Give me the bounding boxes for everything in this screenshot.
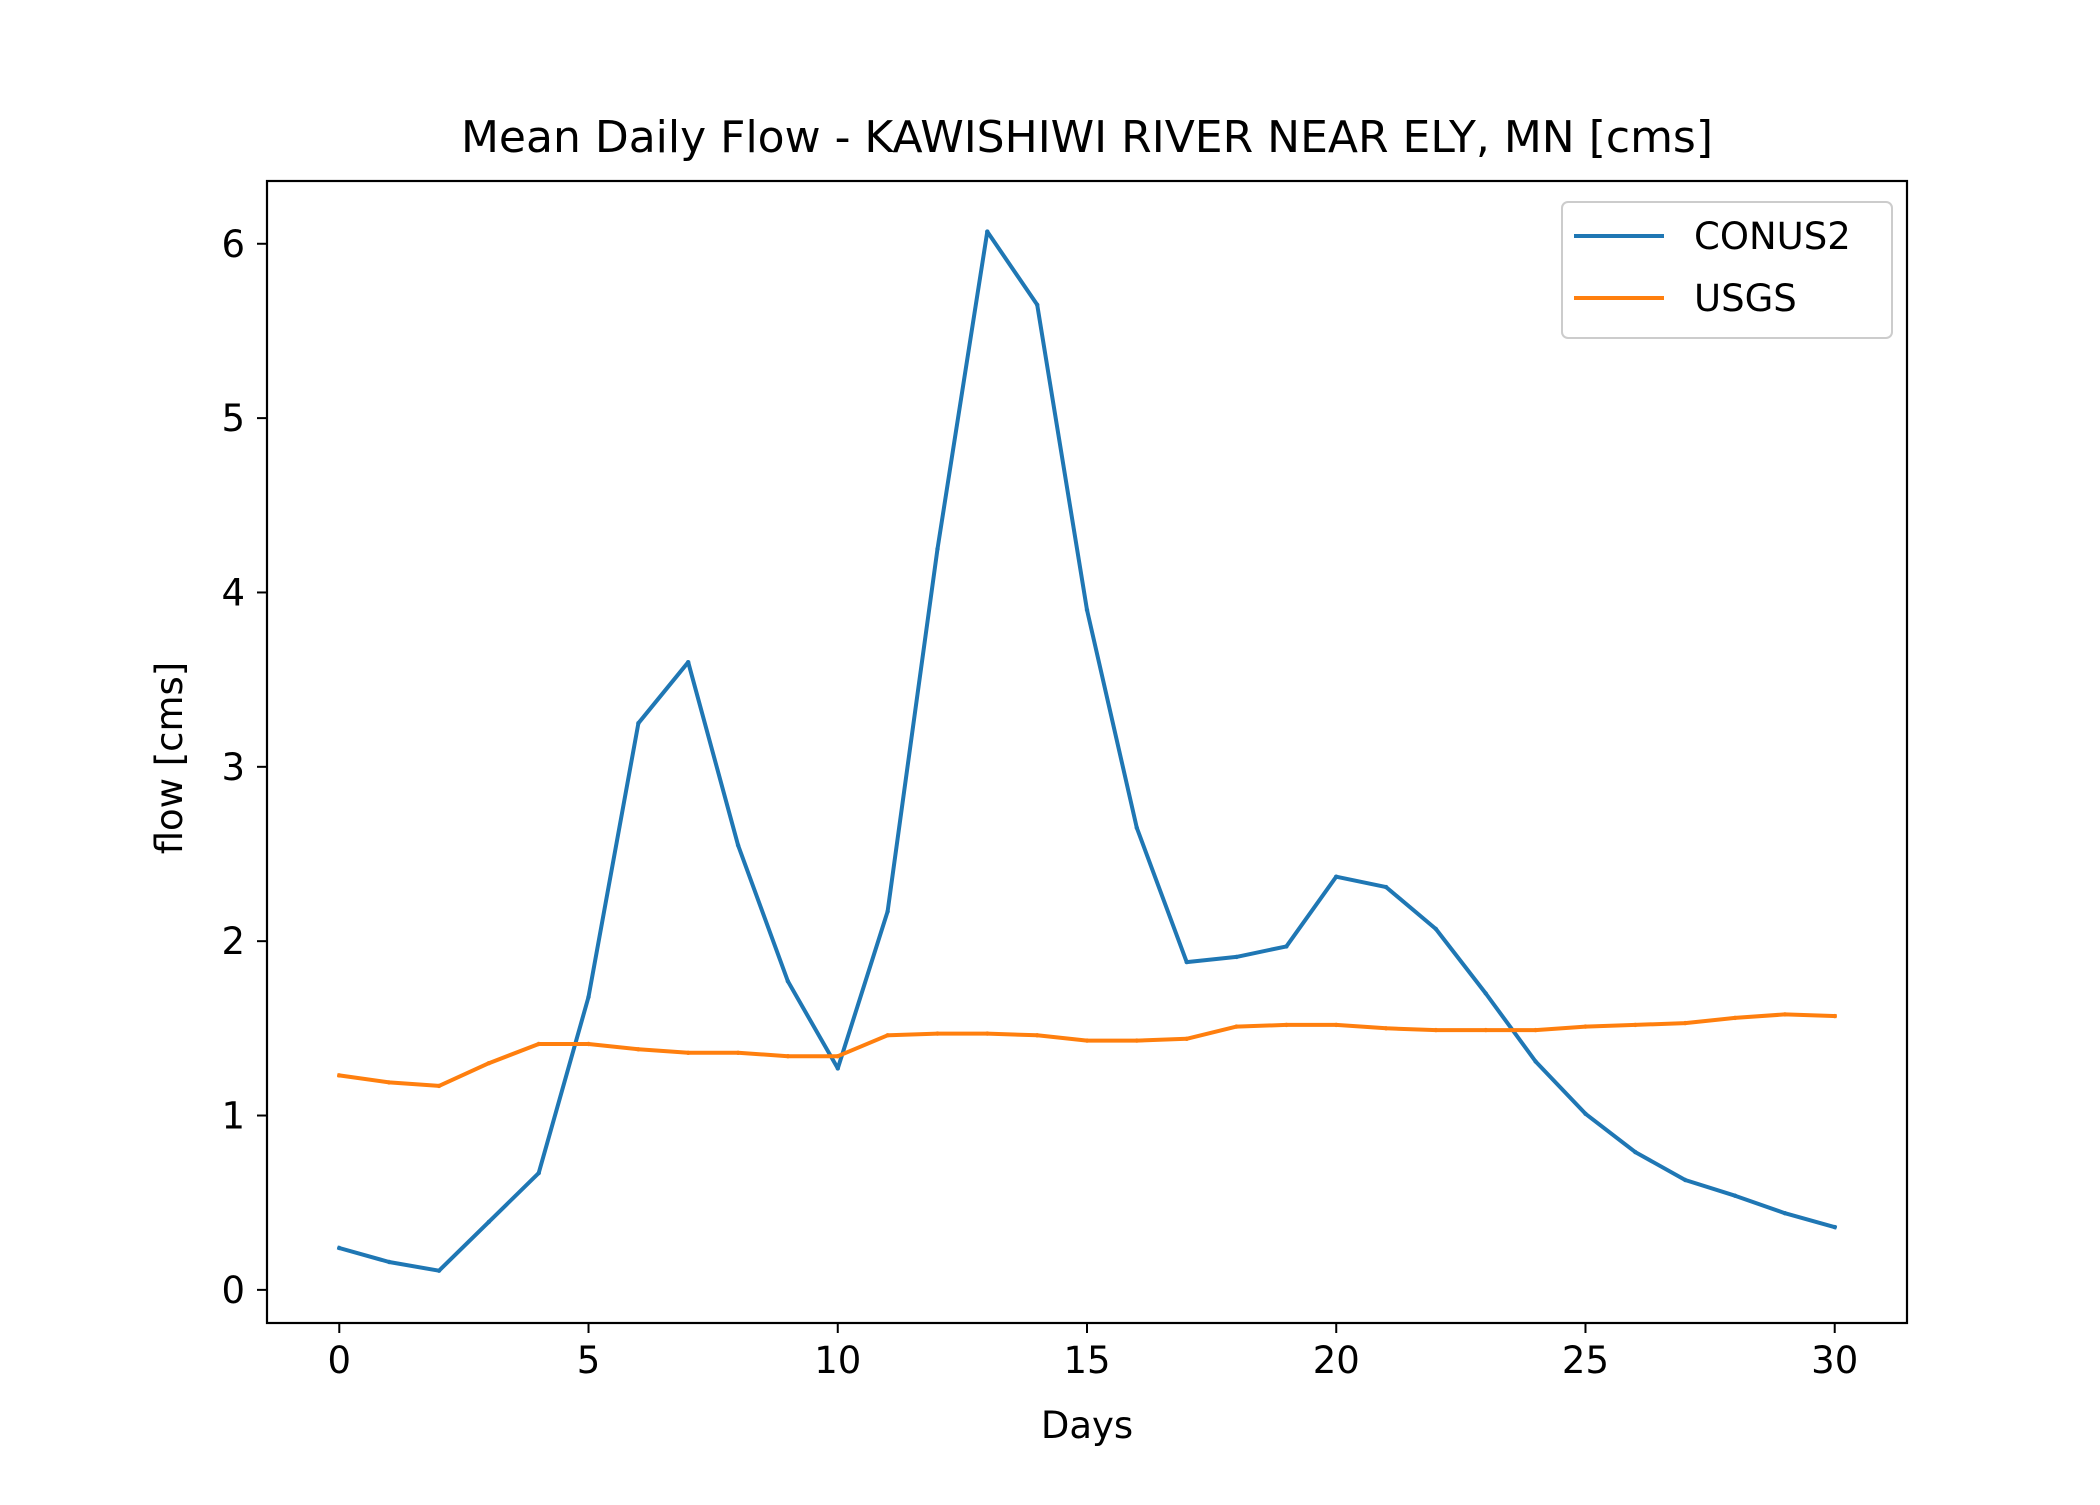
y-axis-label: flow [cms]: [148, 662, 191, 855]
data-point-usgs: [1732, 1015, 1738, 1021]
data-point-usgs: [1433, 1027, 1439, 1033]
data-point-usgs: [785, 1054, 791, 1059]
data-point-conus2: [835, 1066, 840, 1071]
data-point-usgs: [1084, 1038, 1090, 1043]
data-point-conus2: [1583, 1111, 1588, 1117]
data-point-conus2: [885, 909, 890, 914]
data-point-conus2: [1533, 1059, 1538, 1064]
y-tick-label: 2: [221, 920, 245, 963]
data-point-conus2: [337, 1245, 342, 1251]
data-point-usgs: [1383, 1026, 1389, 1031]
data-point-usgs: [536, 1041, 541, 1047]
data-point-usgs: [735, 1050, 741, 1056]
data-point-conus2: [1134, 825, 1140, 830]
data-point-conus2: [586, 994, 591, 1000]
data-point-usgs: [835, 1054, 840, 1059]
data-point-usgs: [1035, 1033, 1040, 1038]
x-tick-label: 0: [328, 1339, 352, 1382]
y-tick-label: 4: [221, 571, 245, 614]
y-tick-label: 5: [221, 397, 245, 440]
data-point-usgs: [1184, 1036, 1189, 1042]
legend: CONUS2 USGS: [1561, 201, 1893, 339]
legend-label-usgs: USGS: [1694, 277, 1797, 320]
data-point-usgs: [436, 1083, 442, 1089]
data-point-usgs: [1483, 1027, 1489, 1033]
data-point-conus2: [386, 1259, 392, 1265]
y-tick-label: 0: [221, 1269, 245, 1312]
data-point-conus2: [985, 229, 990, 234]
y-tick-label: 1: [221, 1095, 245, 1138]
data-point-conus2: [1832, 1224, 1837, 1230]
data-point-conus2: [1084, 607, 1090, 613]
data-point-conus2: [1284, 944, 1289, 949]
legend-label-conus2: CONUS2: [1694, 215, 1851, 258]
data-point-usgs: [1533, 1027, 1538, 1033]
data-point-usgs: [935, 1031, 940, 1036]
data-point-conus2: [636, 721, 641, 726]
data-point-conus2: [1782, 1211, 1788, 1216]
y-tick-label: 3: [221, 746, 245, 789]
data-point-conus2: [486, 1219, 491, 1225]
data-point-conus2: [1633, 1149, 1638, 1155]
axis-ticks: 0 5 10 15 20 25 30 0 1 2 3 4 5 6: [221, 223, 1858, 1382]
data-point-conus2: [735, 843, 741, 848]
x-tick-label: 5: [577, 1339, 601, 1382]
series-lines: [336, 229, 1838, 1273]
data-point-conus2: [1334, 874, 1339, 879]
data-point-usgs: [1633, 1022, 1638, 1028]
data-point-conus2: [1383, 884, 1389, 890]
x-axis-label: Days: [1041, 1404, 1133, 1447]
data-point-usgs: [1782, 1012, 1788, 1017]
data-point-conus2: [935, 546, 940, 552]
data-point-conus2: [1483, 991, 1489, 996]
y-tick-label: 6: [221, 223, 245, 266]
data-point-usgs: [885, 1033, 890, 1038]
data-point-conus2: [1683, 1177, 1688, 1183]
data-point-usgs: [1234, 1024, 1239, 1029]
data-point-conus2: [785, 979, 791, 984]
data-point-usgs: [686, 1050, 691, 1056]
x-tick-label: 15: [1063, 1339, 1110, 1382]
data-point-conus2: [1732, 1193, 1738, 1198]
data-point-usgs: [1284, 1022, 1289, 1028]
plot-area-frame: [265, 179, 1909, 1325]
data-point-conus2: [1184, 959, 1189, 965]
data-point-conus2: [436, 1268, 442, 1273]
data-point-usgs: [337, 1073, 342, 1078]
data-point-usgs: [1334, 1022, 1339, 1028]
chart-title: Mean Daily Flow - KAWISHIWI RIVER NEAR E…: [461, 112, 1713, 163]
data-point-conus2: [1234, 954, 1239, 960]
data-point-usgs: [586, 1041, 591, 1047]
data-point-usgs: [1583, 1024, 1588, 1029]
data-point-conus2: [1035, 302, 1040, 307]
data-point-usgs: [636, 1047, 641, 1052]
data-point-usgs: [1134, 1038, 1140, 1043]
x-tick-label: 25: [1562, 1339, 1609, 1382]
x-tick-label: 20: [1313, 1339, 1360, 1382]
data-point-usgs: [386, 1080, 392, 1085]
data-point-usgs: [1832, 1013, 1837, 1019]
data-point-conus2: [686, 660, 691, 665]
data-point-usgs: [486, 1061, 491, 1066]
x-tick-label: 30: [1811, 1339, 1858, 1382]
data-point-usgs: [1683, 1020, 1688, 1026]
x-tick-label: 10: [814, 1339, 861, 1382]
data-point-conus2: [536, 1170, 541, 1176]
data-point-usgs: [985, 1031, 990, 1036]
data-point-conus2: [1433, 926, 1439, 932]
